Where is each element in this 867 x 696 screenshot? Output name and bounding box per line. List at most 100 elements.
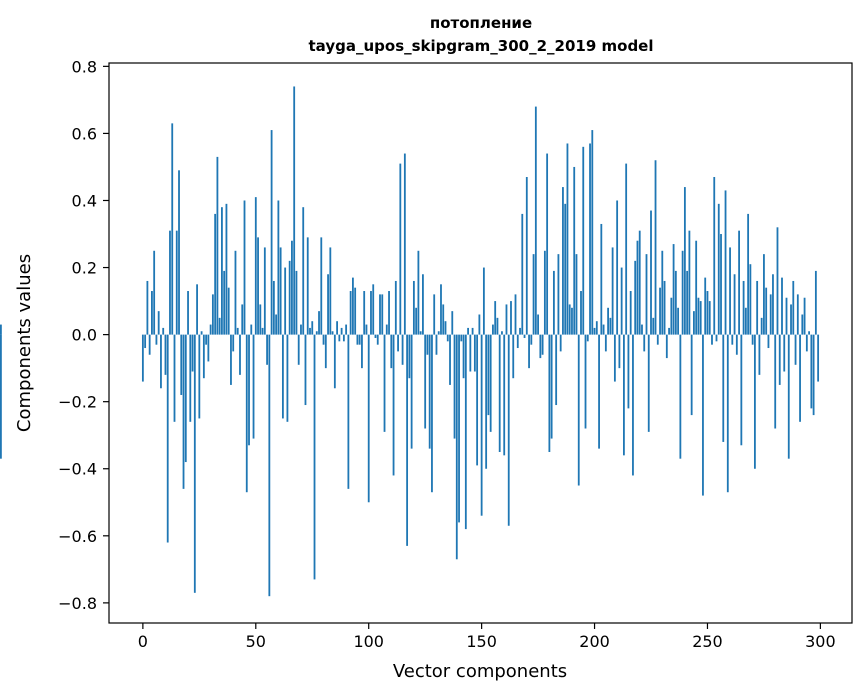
bar <box>715 334 718 342</box>
bar <box>507 334 510 526</box>
bar <box>363 291 366 335</box>
bar <box>803 297 806 335</box>
bar <box>254 197 257 335</box>
bar <box>731 334 734 345</box>
bar <box>241 304 244 335</box>
bar <box>749 264 752 335</box>
x-tick-label: 50 <box>246 632 266 651</box>
bar <box>345 324 348 335</box>
x-tick-label: 150 <box>466 632 497 651</box>
bar <box>688 230 691 335</box>
bar <box>207 334 210 362</box>
bar <box>501 331 503 335</box>
bar <box>586 334 589 342</box>
bar <box>300 324 302 335</box>
y-tick-label: −0.2 <box>58 393 97 412</box>
bar <box>620 267 623 335</box>
y-tick-label: −0.4 <box>58 460 97 479</box>
bar <box>607 307 609 335</box>
bar <box>451 311 454 335</box>
bar <box>611 247 614 335</box>
bar <box>458 334 460 523</box>
bar <box>424 334 427 429</box>
bar <box>598 334 600 449</box>
bar <box>577 334 580 486</box>
bar <box>200 331 203 335</box>
bar <box>661 250 664 335</box>
bar <box>776 227 779 335</box>
bar <box>383 334 386 432</box>
y-tick-label: −0.6 <box>58 527 97 546</box>
bar <box>559 334 562 352</box>
bar <box>717 203 720 335</box>
bar <box>354 287 357 335</box>
bar <box>444 321 447 335</box>
bar <box>426 334 429 355</box>
bar <box>600 223 603 335</box>
bar <box>288 260 291 335</box>
bar <box>602 324 605 335</box>
bar <box>218 317 221 335</box>
bar <box>742 280 745 335</box>
bar <box>704 277 707 335</box>
bar <box>230 334 232 385</box>
bar <box>805 334 808 352</box>
bar <box>738 230 740 335</box>
bar <box>164 334 167 375</box>
bar <box>496 317 499 335</box>
bars-group <box>0 86 820 597</box>
bar <box>580 291 582 335</box>
bar <box>284 267 287 335</box>
bar <box>263 247 266 335</box>
bar <box>492 324 494 335</box>
bar <box>358 334 361 345</box>
bar <box>487 334 490 416</box>
bar <box>291 240 293 335</box>
bar <box>573 166 576 335</box>
bar <box>733 274 736 335</box>
bar <box>469 334 472 372</box>
bar <box>315 331 318 335</box>
bar <box>173 334 176 422</box>
plot-frame <box>108 62 853 624</box>
bar <box>153 250 156 335</box>
bar <box>306 237 309 335</box>
x-tick-label: 100 <box>353 632 384 651</box>
bar <box>767 334 770 349</box>
chart-title-line-2: tayga_upos_skipgram_300_2_2019 model <box>309 37 654 55</box>
bar <box>668 327 670 335</box>
bar <box>412 280 415 335</box>
bar <box>431 334 433 493</box>
bar <box>417 250 420 335</box>
bar <box>160 334 162 389</box>
bar <box>778 334 781 385</box>
bar <box>638 230 641 335</box>
bar <box>272 280 275 335</box>
bar <box>144 334 147 349</box>
bar <box>275 314 278 335</box>
bar <box>141 334 144 382</box>
bar <box>674 270 677 335</box>
bar <box>693 311 695 335</box>
bar <box>582 146 585 335</box>
bar <box>189 334 192 422</box>
bar <box>654 160 657 335</box>
bar <box>720 234 722 335</box>
bar <box>401 334 404 365</box>
bar <box>485 334 488 469</box>
bar <box>187 291 189 335</box>
bar <box>440 284 442 335</box>
bar <box>455 334 458 560</box>
bar <box>591 130 594 335</box>
bar <box>169 230 171 335</box>
bar <box>814 270 817 335</box>
bar <box>313 334 316 580</box>
bar <box>516 334 519 349</box>
bar <box>223 270 226 335</box>
bar <box>239 334 241 375</box>
bar <box>713 177 716 335</box>
bar <box>437 331 440 335</box>
bar <box>543 250 546 335</box>
bar <box>336 321 338 335</box>
